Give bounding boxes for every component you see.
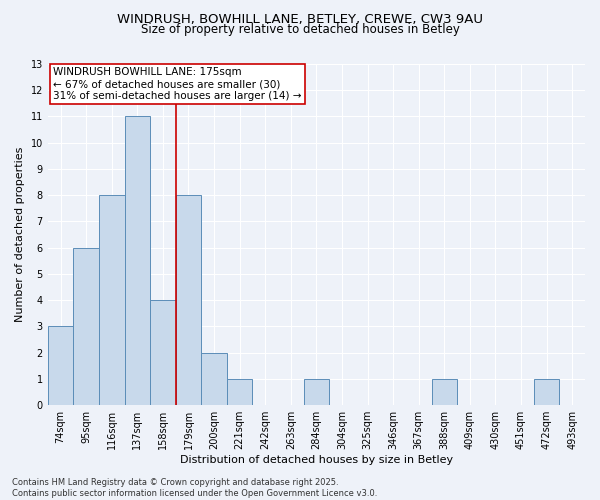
- Text: Contains HM Land Registry data © Crown copyright and database right 2025.
Contai: Contains HM Land Registry data © Crown c…: [12, 478, 377, 498]
- Y-axis label: Number of detached properties: Number of detached properties: [15, 147, 25, 322]
- Text: Size of property relative to detached houses in Betley: Size of property relative to detached ho…: [140, 24, 460, 36]
- Bar: [534, 379, 559, 405]
- Bar: [48, 326, 73, 405]
- Bar: [431, 379, 457, 405]
- Bar: [99, 195, 125, 405]
- Bar: [150, 300, 176, 405]
- Text: WINDRUSH BOWHILL LANE: 175sqm
← 67% of detached houses are smaller (30)
31% of s: WINDRUSH BOWHILL LANE: 175sqm ← 67% of d…: [53, 68, 302, 100]
- Bar: [227, 379, 253, 405]
- X-axis label: Distribution of detached houses by size in Betley: Distribution of detached houses by size …: [180, 455, 453, 465]
- Bar: [201, 352, 227, 405]
- Bar: [125, 116, 150, 405]
- Bar: [73, 248, 99, 405]
- Bar: [176, 195, 201, 405]
- Bar: [304, 379, 329, 405]
- Text: WINDRUSH, BOWHILL LANE, BETLEY, CREWE, CW3 9AU: WINDRUSH, BOWHILL LANE, BETLEY, CREWE, C…: [117, 12, 483, 26]
